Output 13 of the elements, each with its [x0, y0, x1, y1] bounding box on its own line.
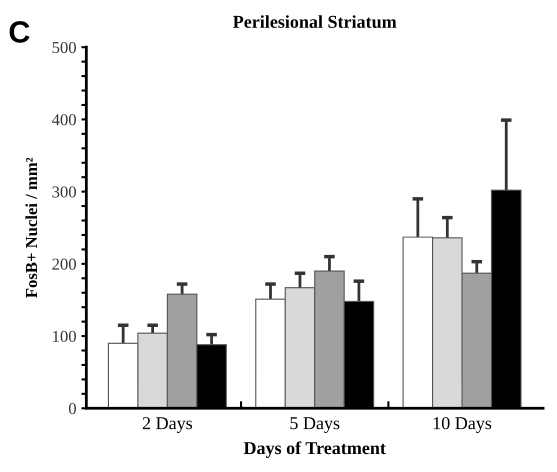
y-tick-label: 400 [52, 114, 76, 126]
y-tick-label: 0 [68, 402, 76, 414]
y-tick-label: 100 [53, 330, 76, 342]
x-tick-label: 5 Days [290, 417, 340, 433]
chart-title: Perilesional Striatum [233, 15, 396, 28]
x-axis-title: Days of Treatment [244, 441, 386, 458]
text: C [10, 21, 30, 43]
y-tick-label: 500 [52, 42, 76, 54]
y-axis-title: FosB+ Nuclei / mm² [25, 158, 38, 298]
y-tick-label: 200 [52, 258, 76, 270]
y-tick-label: 300 [52, 186, 76, 198]
x-tick-label: 10 Days [434, 417, 492, 433]
x-tick-label: 2 Days [142, 417, 192, 433]
